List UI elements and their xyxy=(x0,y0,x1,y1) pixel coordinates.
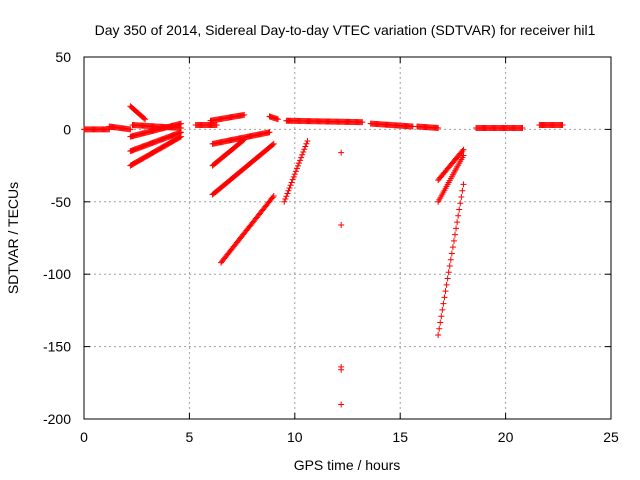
data-point xyxy=(519,124,526,131)
data-point xyxy=(436,325,443,332)
data-point xyxy=(435,124,442,131)
y-tick-label: 50 xyxy=(55,49,71,65)
data-point xyxy=(291,171,298,178)
data-point xyxy=(443,281,450,288)
ticks: 0 5 10 15 20 25 -200 -150 -100 -50 0 50 xyxy=(43,49,619,445)
data-point xyxy=(435,332,442,339)
data-point xyxy=(445,269,452,276)
data-point xyxy=(281,198,288,205)
data-point xyxy=(459,187,466,194)
data-point xyxy=(456,206,463,213)
x-axis-label: GPS time / hours xyxy=(294,457,401,473)
data-point xyxy=(359,119,366,126)
data-point xyxy=(294,162,301,169)
data-point xyxy=(177,120,184,127)
data-point xyxy=(338,221,345,228)
data-point xyxy=(450,237,457,244)
data-point xyxy=(282,196,289,203)
grid xyxy=(84,57,611,419)
data-point xyxy=(446,262,453,269)
data-point xyxy=(269,194,276,201)
data-point xyxy=(440,300,447,307)
x-tick-label: 10 xyxy=(287,429,303,445)
data-point xyxy=(142,116,149,123)
data-point xyxy=(459,147,466,154)
y-tick-label: -50 xyxy=(51,194,71,210)
data-point xyxy=(127,126,134,133)
data-point xyxy=(288,179,295,186)
x-tick-label: 5 xyxy=(186,429,194,445)
data-point xyxy=(241,136,248,143)
data-point xyxy=(457,200,464,207)
x-tick-label: 0 xyxy=(80,429,88,445)
data-point xyxy=(299,151,306,158)
data-point xyxy=(287,182,294,189)
y-tick-label: -100 xyxy=(43,266,71,282)
data-point xyxy=(289,176,296,183)
data-point xyxy=(270,140,277,147)
data-point xyxy=(460,146,467,153)
data-point xyxy=(176,134,183,141)
data-point xyxy=(442,288,449,295)
data-point xyxy=(292,168,299,175)
data-point xyxy=(302,143,309,150)
data-point xyxy=(274,116,281,123)
data-point xyxy=(338,366,345,373)
data-point xyxy=(448,250,455,257)
data-point xyxy=(437,319,444,326)
data-point xyxy=(454,219,461,226)
x-tick-label: 20 xyxy=(498,429,514,445)
data-point xyxy=(270,193,277,200)
data-point xyxy=(297,157,304,164)
plot-frame xyxy=(83,56,612,420)
data-point xyxy=(338,149,345,156)
y-axis-label: SDTVAR / TECUs xyxy=(5,182,21,294)
data-point xyxy=(296,160,303,167)
x-tick-label: 15 xyxy=(392,429,408,445)
data-point xyxy=(304,137,311,144)
data-point xyxy=(141,115,148,122)
data-point xyxy=(286,184,293,191)
data-point xyxy=(284,190,291,197)
data-point xyxy=(303,140,310,147)
data-point xyxy=(240,137,247,144)
data-point xyxy=(447,256,454,263)
data-point xyxy=(438,313,445,320)
data-point xyxy=(452,231,459,238)
data-marks xyxy=(81,103,566,408)
data-point xyxy=(441,294,448,301)
data-point xyxy=(285,187,292,194)
data-point xyxy=(298,154,305,161)
data-point xyxy=(241,111,248,118)
data-point xyxy=(453,225,460,232)
data-point xyxy=(293,165,300,172)
data-point xyxy=(439,306,446,313)
y-tick-label: -200 xyxy=(43,411,71,427)
data-point xyxy=(301,146,308,153)
data-point xyxy=(213,122,220,129)
data-point xyxy=(455,212,462,219)
data-point xyxy=(338,401,345,408)
chart-title: Day 350 of 2014, Sidereal Day-to-day VTE… xyxy=(95,22,596,38)
data-point xyxy=(460,181,467,188)
data-point xyxy=(559,122,566,129)
data-point xyxy=(290,173,297,180)
data-point xyxy=(283,193,290,200)
y-tick-label: 0 xyxy=(63,121,71,137)
y-tick-label: -150 xyxy=(43,339,71,355)
data-point xyxy=(444,275,451,282)
x-tick-label: 25 xyxy=(603,429,619,445)
data-point xyxy=(269,141,276,148)
data-point xyxy=(458,193,465,200)
data-point xyxy=(266,129,273,136)
data-point xyxy=(177,133,184,140)
data-point xyxy=(460,152,467,159)
data-point xyxy=(300,149,307,156)
data-point xyxy=(449,244,456,251)
